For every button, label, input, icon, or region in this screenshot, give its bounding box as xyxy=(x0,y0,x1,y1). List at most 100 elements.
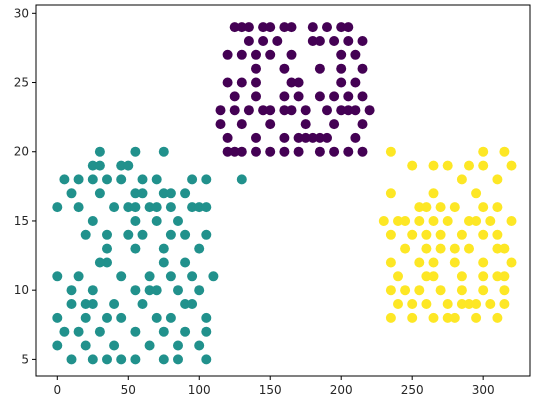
scatter-point xyxy=(180,229,191,240)
scatter-point xyxy=(251,146,261,157)
scatter-point xyxy=(449,257,460,268)
scatter-point xyxy=(286,22,297,33)
scatter-point xyxy=(109,340,120,351)
scatter-point xyxy=(59,174,70,185)
scatter-point xyxy=(94,326,105,337)
scatter-point xyxy=(393,271,403,282)
scatter-point xyxy=(158,243,169,254)
scatter-point xyxy=(421,202,432,213)
scatter-point xyxy=(314,63,325,74)
scatter-point xyxy=(144,202,155,213)
scatter-point xyxy=(66,188,77,199)
scatter-point xyxy=(265,22,276,33)
scatter-point xyxy=(279,146,290,157)
scatter-point xyxy=(201,174,212,185)
scatter-point xyxy=(456,285,467,296)
scatter-point xyxy=(102,257,112,268)
scatter-point xyxy=(158,257,169,268)
scatter-point xyxy=(222,77,233,88)
scatter-point xyxy=(222,49,233,60)
x-tick-label: 50 xyxy=(121,383,136,397)
scatter-point xyxy=(364,105,375,116)
scatter-point xyxy=(116,271,127,282)
scatter-point xyxy=(428,271,439,282)
y-tick-label: 30 xyxy=(14,6,29,20)
scatter-point xyxy=(279,132,290,143)
x-tick-label: 100 xyxy=(188,383,211,397)
scatter-point xyxy=(229,105,240,116)
scatter-point xyxy=(251,63,261,74)
scatter-point xyxy=(87,354,98,365)
x-tick-label: 300 xyxy=(472,383,495,397)
scatter-point xyxy=(393,216,403,226)
scatter-point xyxy=(102,354,112,365)
scatter-point xyxy=(435,202,446,213)
scatter-point xyxy=(322,132,332,143)
scatter-point xyxy=(258,22,269,33)
scatter-point xyxy=(52,312,63,323)
scatter-point xyxy=(87,285,98,296)
scatter-point xyxy=(102,174,112,185)
y-tick-label: 10 xyxy=(14,283,29,297)
scatter-point xyxy=(464,160,474,171)
scatter-point xyxy=(300,132,311,143)
scatter-point xyxy=(158,146,169,157)
scatter-point xyxy=(307,36,318,46)
scatter-point xyxy=(492,174,503,185)
scatter-point xyxy=(236,22,247,33)
scatter-point xyxy=(314,146,325,157)
scatter-point xyxy=(336,63,347,74)
scatter-point xyxy=(357,146,368,157)
scatter-point xyxy=(102,243,112,254)
scatter-point xyxy=(442,216,453,226)
scatter-point xyxy=(59,326,70,337)
scatter-point xyxy=(144,340,155,351)
scatter-point xyxy=(151,285,162,296)
scatter-point xyxy=(407,312,418,323)
scatter-point xyxy=(329,119,340,130)
scatter-point xyxy=(350,105,361,116)
scatter-point xyxy=(286,77,297,88)
scatter-point xyxy=(471,299,482,309)
scatter-point xyxy=(243,22,254,33)
scatter-point xyxy=(286,49,297,60)
scatter-point xyxy=(350,132,361,143)
scatter-point xyxy=(258,105,269,116)
scatter-point xyxy=(236,146,247,157)
scatter-point xyxy=(87,174,98,185)
scatter-point xyxy=(279,91,290,102)
scatter-point xyxy=(265,49,276,60)
scatter-point xyxy=(492,202,503,213)
scatter-point xyxy=(130,326,141,337)
scatter-point xyxy=(279,63,290,74)
scatter-point xyxy=(456,299,467,309)
scatter-point xyxy=(130,202,141,213)
scatter-point xyxy=(173,354,183,365)
scatter-point xyxy=(187,271,198,282)
scatter-point xyxy=(265,146,276,157)
scatter-point xyxy=(343,91,354,102)
scatter-point xyxy=(435,229,446,240)
scatter-point xyxy=(499,243,510,254)
scatter-point xyxy=(73,174,84,185)
scatter-point xyxy=(102,312,112,323)
y-tick-label: 25 xyxy=(14,76,29,90)
scatter-point xyxy=(258,36,269,46)
scatter-point xyxy=(293,77,304,88)
scatter-point xyxy=(173,340,183,351)
scatter-point xyxy=(421,229,432,240)
scatter-point xyxy=(414,216,425,226)
scatter-point xyxy=(165,312,176,323)
scatter-point xyxy=(492,271,503,282)
scatter-point xyxy=(94,188,105,199)
scatter-point xyxy=(180,326,191,337)
scatter-point xyxy=(130,285,141,296)
scatter-point xyxy=(499,299,510,309)
scatter-point xyxy=(236,77,247,88)
scatter-point xyxy=(194,243,205,254)
scatter-point xyxy=(428,257,439,268)
scatter-point xyxy=(357,63,368,74)
scatter-point xyxy=(201,312,212,323)
scatter-point xyxy=(478,285,489,296)
y-tick-label: 15 xyxy=(14,214,29,228)
